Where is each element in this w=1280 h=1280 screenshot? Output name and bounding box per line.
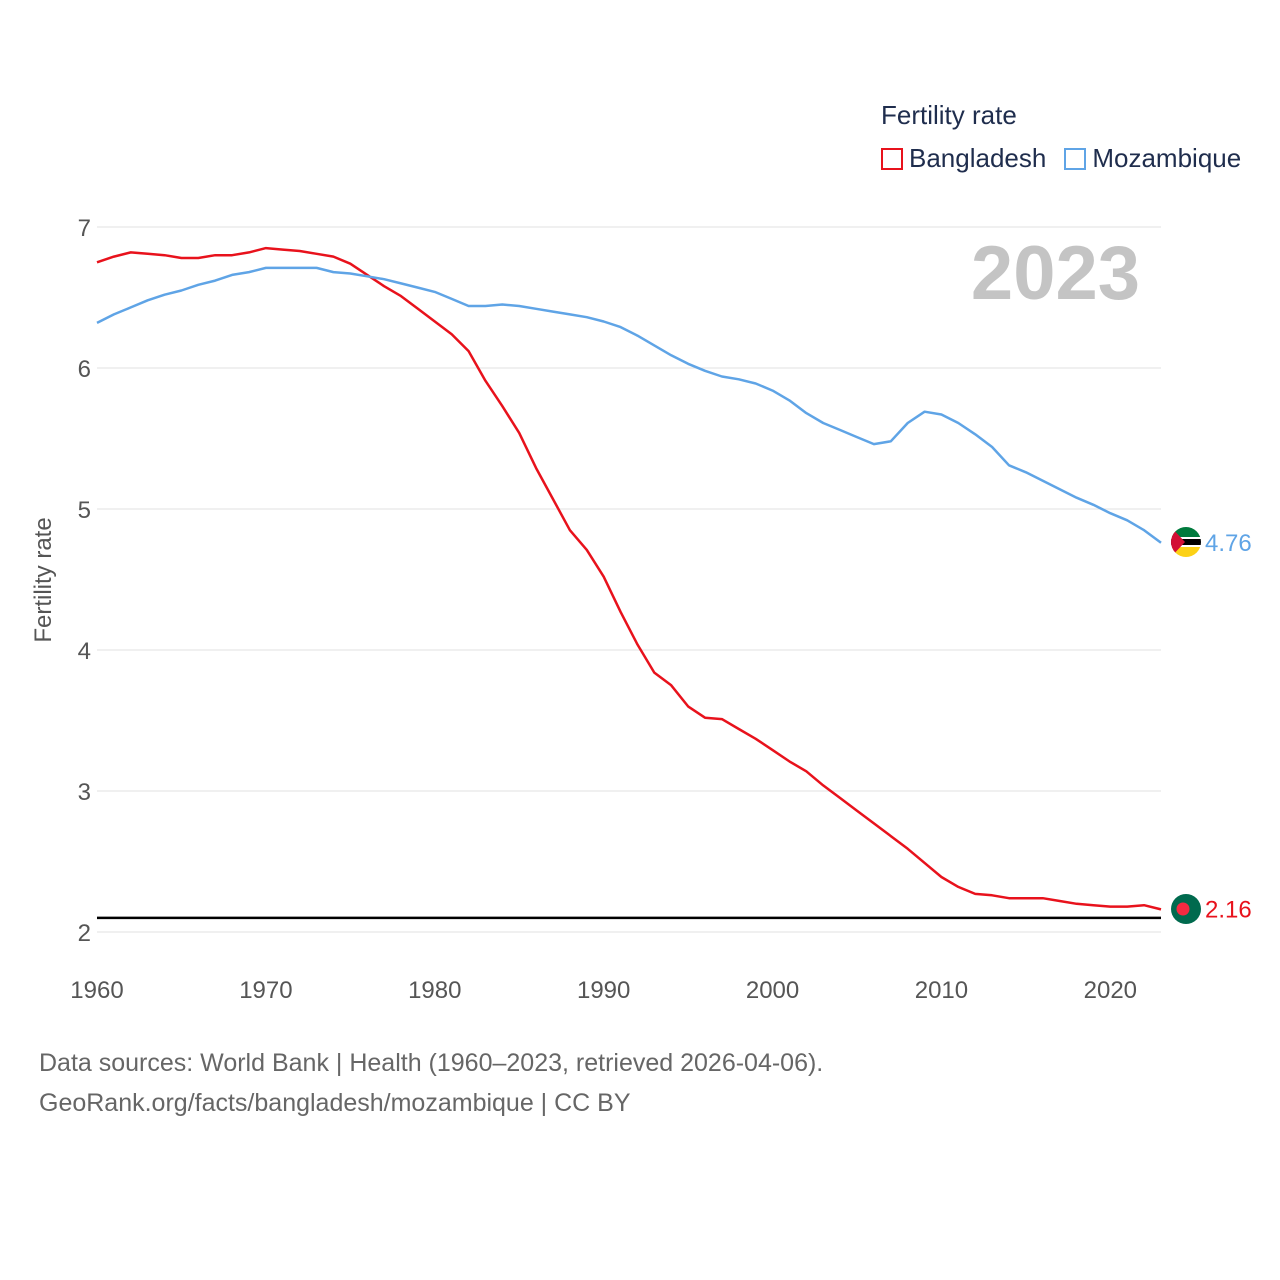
legend: Bangladesh Mozambique xyxy=(881,143,1259,174)
series-group xyxy=(96,246,1162,911)
end-label-bangladesh: 2.16 xyxy=(1205,896,1252,923)
series-line-mozambique xyxy=(96,266,1162,544)
x-tick-1990: 1990 xyxy=(577,977,630,1004)
series-line-bangladesh xyxy=(96,246,1162,911)
x-axis-ticks: 1960 1970 1980 1990 2000 2010 2020 xyxy=(70,977,1137,1004)
x-tick-2010: 2010 xyxy=(915,977,968,1004)
x-tick-2020: 2020 xyxy=(1084,977,1137,1004)
x-tick-1980: 1980 xyxy=(408,977,461,1004)
legend-swatch-mozambique xyxy=(1064,147,1087,170)
legend-swatch-bangladesh xyxy=(881,147,903,170)
year-label: 2023 xyxy=(970,231,1140,316)
footer-url: GeoRank.org/facts/bangladesh/mozambique … xyxy=(39,1089,631,1117)
legend-item-mozambique[interactable]: Mozambique xyxy=(1064,143,1241,174)
legend-label-mozambique: Mozambique xyxy=(1092,143,1242,173)
grid-lines xyxy=(97,226,1161,933)
y-tick-5: 5 xyxy=(78,497,91,524)
x-tick-1970: 1970 xyxy=(239,977,292,1004)
legend-item-bangladesh[interactable]: Bangladesh xyxy=(881,143,1046,174)
y-axis-label: Fertility rate xyxy=(30,517,57,642)
bangladesh-flag-icon xyxy=(1171,894,1201,924)
y-tick-4: 4 xyxy=(78,638,91,665)
x-tick-2000: 2000 xyxy=(746,977,799,1004)
y-tick-3: 3 xyxy=(78,779,91,806)
legend-title: Fertility rate xyxy=(881,100,1017,130)
footer: Data sources: World Bank | Health (1960–… xyxy=(39,1043,823,1123)
end-markers: 2.16 4.76 xyxy=(1171,527,1252,924)
end-label-mozambique: 4.76 xyxy=(1205,530,1252,557)
footer-sources: Data sources: World Bank | Health (1960–… xyxy=(39,1049,824,1077)
mozambique-flag-icon xyxy=(1171,527,1201,557)
y-tick-2: 2 xyxy=(78,920,91,947)
y-tick-6: 6 xyxy=(78,356,91,383)
y-tick-7: 7 xyxy=(78,215,91,242)
y-axis-ticks: 2 3 4 5 6 7 xyxy=(78,215,91,947)
x-tick-1960: 1960 xyxy=(70,977,123,1004)
legend-label-bangladesh: Bangladesh xyxy=(909,143,1047,173)
